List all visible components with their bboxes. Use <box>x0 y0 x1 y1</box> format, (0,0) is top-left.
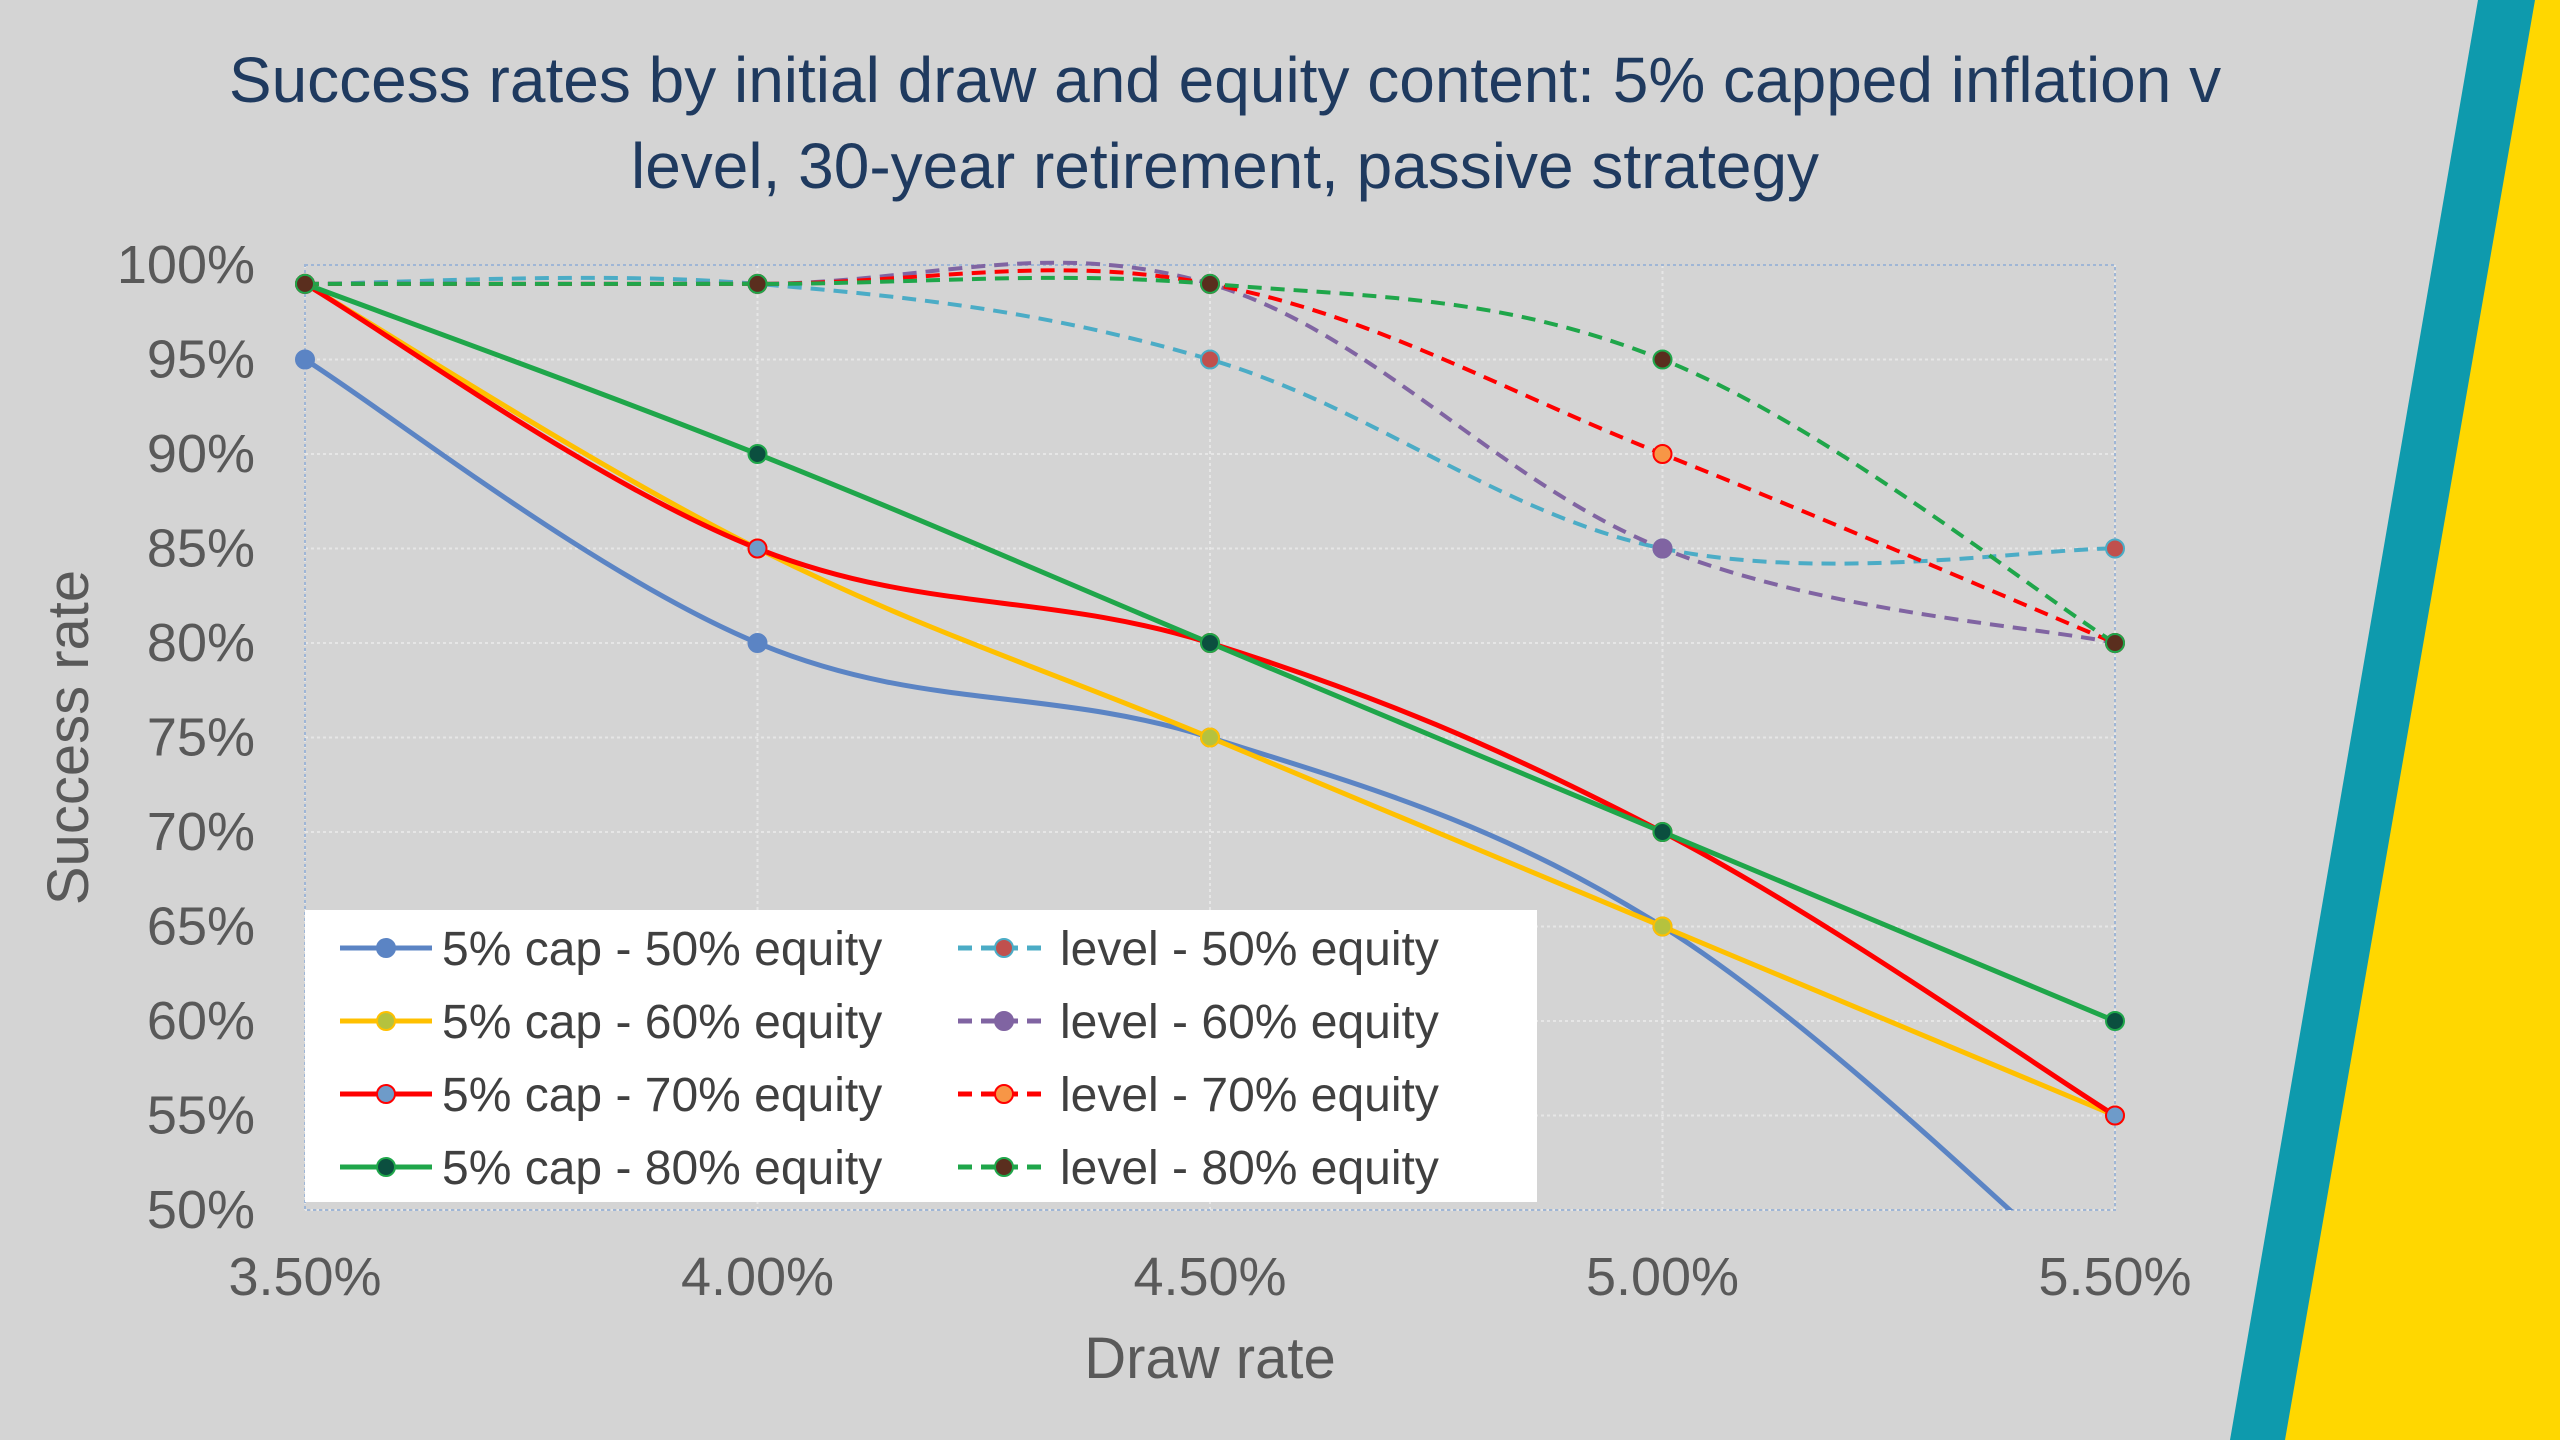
data-point <box>747 273 768 294</box>
legend-marker <box>994 938 1014 958</box>
chart-title-line-1: Success rates by initial draw and equity… <box>228 44 2222 116</box>
y-tick-label: 85% <box>147 519 255 579</box>
y-tick-label: 65% <box>147 897 255 957</box>
legend-label: level - 80% equity <box>1060 1142 1439 1195</box>
data-point <box>1200 727 1220 748</box>
y-tick-label: 75% <box>147 708 255 768</box>
data-point <box>1652 349 1673 370</box>
series-line-5 <box>304 275 2116 566</box>
x-tick-labels: 3.50% 4.00% 4.50% 5.00% 5.50% <box>228 1247 2191 1307</box>
data-point <box>295 349 315 370</box>
data-point <box>2105 538 2125 559</box>
legend-label: level - 70% equity <box>1060 1069 1439 1122</box>
data-point <box>1200 349 1220 370</box>
chart-title-line-2: level, 30-year retirement, passive strat… <box>630 130 1820 202</box>
yellow-stripe <box>2285 0 2560 1440</box>
plot-area-border <box>304 264 2116 1211</box>
y-tick-label: 50% <box>147 1180 255 1240</box>
legend-marker <box>376 1011 396 1031</box>
data-point <box>1200 273 1220 294</box>
data-point <box>1652 444 1673 464</box>
legend-label: 5% cap - 50% equity <box>442 923 882 976</box>
x-tick-label: 4.00% <box>681 1247 834 1307</box>
y-tick-label: 70% <box>147 802 255 862</box>
y-tick-label: 100% <box>117 235 255 295</box>
legend-box <box>305 910 1537 1202</box>
y-tick-label: 95% <box>147 330 255 390</box>
data-point <box>2105 633 2125 653</box>
legend-label: 5% cap - 80% equity <box>442 1142 882 1195</box>
legend-marker <box>376 938 396 958</box>
data-point <box>2105 1105 2125 1126</box>
legend-label: level - 60% equity <box>1060 996 1439 1049</box>
legend-marker <box>994 1011 1014 1031</box>
data-point <box>295 273 315 294</box>
legend-label: 5% cap - 70% equity <box>442 1069 882 1122</box>
legend-label: 5% cap - 60% equity <box>442 996 882 1049</box>
legend: 5% cap - 50% equity 5% cap - 60% equity 5%… <box>305 910 1537 1202</box>
data-point <box>747 538 768 559</box>
y-tick-label: 90% <box>147 424 255 484</box>
series-markers <box>295 273 2125 1126</box>
y-tick-label: 55% <box>147 1086 255 1146</box>
data-point <box>2105 1011 2125 1031</box>
legend-marker <box>376 1157 396 1177</box>
data-point <box>1200 633 1220 653</box>
legend-label: level - 50% equity <box>1060 923 1439 976</box>
data-point <box>747 633 768 653</box>
legend-marker <box>994 1084 1014 1104</box>
legend-marker <box>376 1084 396 1104</box>
x-tick-label: 5.00% <box>1586 1247 1739 1307</box>
x-tick-label: 4.50% <box>1133 1247 1286 1307</box>
x-axis-title: Draw rate <box>1084 1326 1335 1391</box>
y-tick-label: 60% <box>147 991 255 1051</box>
legend-marker <box>994 1157 1014 1177</box>
x-tick-label: 3.50% <box>228 1247 381 1307</box>
y-axis-title: Success rate <box>36 570 101 905</box>
data-point <box>1652 822 1673 842</box>
y-tick-label: 80% <box>147 613 255 673</box>
data-point <box>747 444 768 464</box>
x-tick-label: 5.50% <box>2038 1247 2191 1307</box>
data-point <box>1652 916 1673 937</box>
data-point <box>1652 538 1673 559</box>
y-tick-labels: 50% 55% 60% 65% 70% 75% 80% 85% 90% 95% 100% <box>117 235 255 1240</box>
